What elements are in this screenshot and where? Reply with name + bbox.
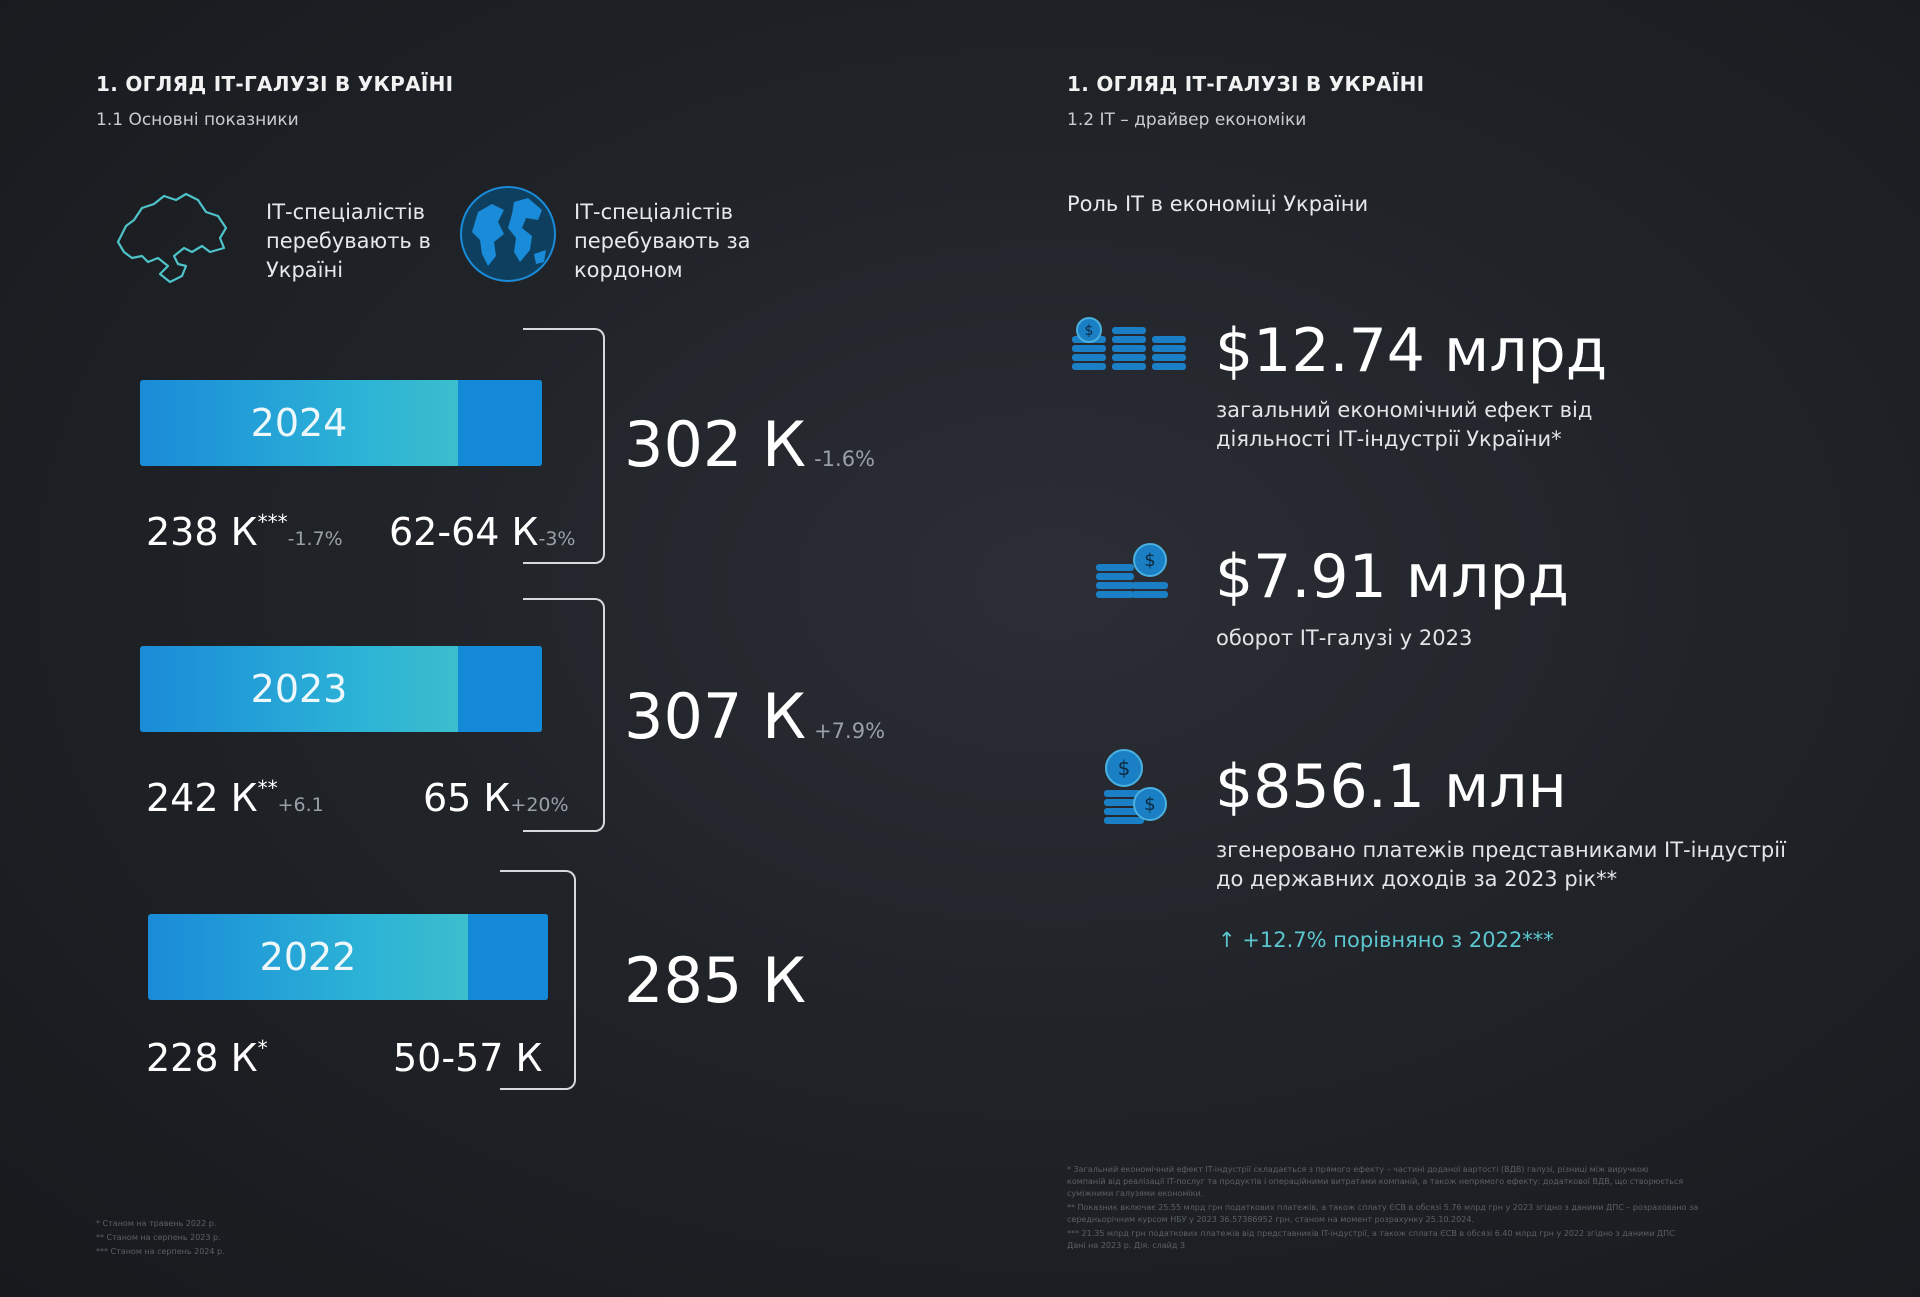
right-footnote-7: Дані на 2023 р. Дія. слайд 3 (1067, 1241, 1186, 1250)
metric-value-1: $12.74 млрд (1215, 316, 1608, 386)
globe-icon (460, 186, 556, 282)
bar-2022: 2022 (148, 914, 548, 1000)
bracket-2024 (523, 328, 605, 564)
left-section-title: 1. ОГЛЯД ІТ-ГАЛУЗІ В УКРАЇНІ (96, 72, 454, 96)
metric-desc-3: згенеровано платежів представниками ІТ-і… (1216, 838, 1786, 891)
svg-text:$: $ (1085, 323, 1094, 339)
bar-2024-abroad-segment (458, 380, 542, 466)
bar-2023-abroad-segment (458, 646, 542, 732)
right-section-subtitle: 1.2 IT – драйвер економіки (1067, 110, 1307, 130)
bar-2022-year: 2022 (259, 935, 357, 979)
metric-value-3: $856.1 млн (1215, 752, 1567, 822)
abroad-2022: 50-57 К (393, 1036, 543, 1080)
right-footnote-4: ** Показник включає 25.55 млрд грн подат… (1067, 1203, 1699, 1212)
in-ukraine-2023: 242 К**+6.1 (146, 776, 324, 820)
bar-2023: 2023 (140, 646, 542, 732)
bar-2022-abroad-segment (468, 914, 548, 1000)
left-footnote-2: ** Станом на серпень 2023 р. (96, 1233, 221, 1242)
bracket-2022 (500, 870, 576, 1090)
right-footnote-1: * Загальний економічний ефект IT-індустр… (1067, 1165, 1649, 1174)
svg-text:$: $ (1118, 756, 1131, 780)
right-footnote-6: *** 21.35 млрд грн податкових платежів в… (1067, 1229, 1675, 1238)
right-section-title: 1. ОГЛЯД ІТ-ГАЛУЗІ В УКРАЇНІ (1067, 72, 1425, 96)
right-heading: Роль IT в економіці України (1067, 192, 1369, 216)
metric-desc-2: оборот ІТ-галузі у 2023 (1216, 626, 1473, 650)
bar-2024-year: 2024 (250, 401, 348, 445)
left-footnote-3: *** Станом на серпень 2024 р. (96, 1247, 225, 1256)
total-2023: 307 К +7.9% (624, 680, 886, 753)
in-ukraine-2022: 228 К* (146, 1036, 268, 1080)
total-2024: 302 К -1.6% (624, 408, 876, 481)
metric-desc-1: загальний економічний ефект від діяльнос… (1216, 398, 1593, 451)
coins-icon: $ (1096, 543, 1168, 598)
right-footnote-2: компаній від реалізації IT-послуг та про… (1067, 1177, 1684, 1186)
left-footnote-1: * Станом на травень 2022 р. (96, 1219, 217, 1228)
left-section-subtitle: 1.1 Основні показники (96, 110, 299, 130)
abroad-2023: 65 К+20% (423, 776, 569, 820)
right-footnote-3: суміжними галузями економіки. (1067, 1189, 1204, 1198)
legend-ukraine-label: ІТ-спеціалістів перебувають в Україні (266, 200, 431, 282)
legend-abroad-label: ІТ-спеціалістів перебувають за кордоном (574, 200, 751, 282)
ukraine-map-icon (116, 192, 228, 284)
right-footnote-5: середньорічним курсом НБУ у 2023 36.5738… (1067, 1215, 1474, 1224)
svg-text:$: $ (1144, 794, 1155, 815)
metric-value-2: $7.91 млрд (1215, 542, 1570, 612)
dollar-coins-icon: $ $ (1104, 749, 1167, 824)
in-ukraine-2024: 238 К***-1.7% (146, 510, 343, 554)
coin-stacks-icon: $ (1072, 317, 1186, 370)
growth-note: ↑ +12.7% порівняно з 2022*** (1218, 928, 1554, 952)
arrow-up-icon: ↑ (1218, 928, 1236, 952)
bar-2024: 2024 (140, 380, 542, 466)
bracket-2023 (523, 598, 605, 832)
bar-2023-year: 2023 (250, 667, 348, 711)
total-2022: 285 К (624, 944, 807, 1017)
svg-text:$: $ (1144, 550, 1155, 571)
abroad-2024: 62-64 К-3% (389, 510, 576, 554)
